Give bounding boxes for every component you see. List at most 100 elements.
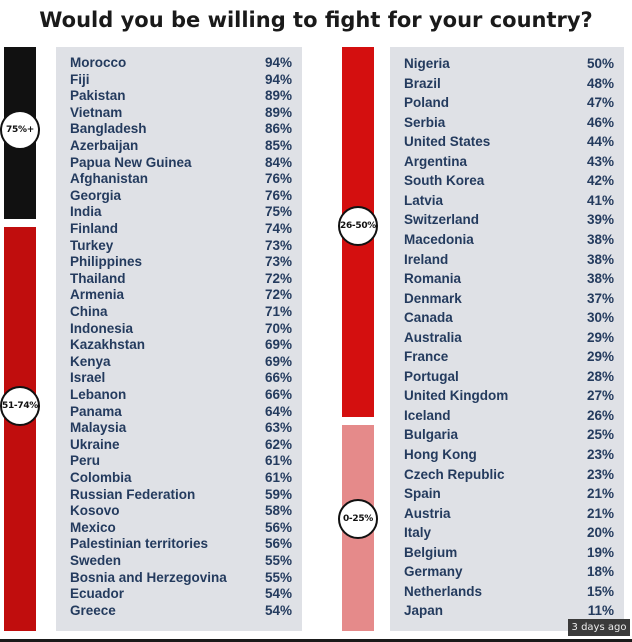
band-0-25-label: 0-25% (342, 514, 374, 524)
country-percent: 47% (586, 95, 614, 111)
country-percent: 38% (586, 271, 614, 287)
country-row: Kosovo 58% (70, 503, 292, 519)
country-name: Switzerland (404, 212, 480, 228)
country-row: United States 44% (404, 134, 614, 150)
country-name: Philippines (70, 254, 143, 270)
country-percent: 38% (586, 231, 614, 247)
country-row: Czech Republic 23% (404, 467, 614, 483)
country-row: Afghanistan 76% (70, 171, 292, 187)
band-26-50-label: 26-50% (340, 221, 377, 231)
country-row: Armenia 72% (70, 287, 292, 303)
left-country-panel: Morocco 94% Fiji 94% Pakistan 89% Vietnam 89% Ba… (56, 47, 302, 631)
country-row: Turkey 73% (70, 238, 292, 254)
country-percent: 20% (586, 525, 614, 541)
country-row: Belgium 19% (404, 545, 614, 561)
country-percent: 63% (264, 420, 292, 436)
country-name: Pakistan (70, 88, 126, 104)
country-row: Mexico 56% (70, 520, 292, 536)
country-name: Hong Kong (404, 447, 477, 462)
country-name: Armenia (70, 287, 125, 303)
country-name: Belgium (404, 544, 458, 560)
country-row: Morocco 94% (70, 55, 292, 71)
country-percent: 72% (264, 287, 292, 303)
country-name: Serbia (404, 114, 446, 130)
country-percent: 23% (586, 447, 614, 462)
country-percent: 72% (264, 270, 292, 286)
country-percent: 18% (586, 564, 614, 580)
country-percent: 66% (264, 370, 292, 386)
country-name: Japan (404, 603, 444, 619)
country-percent: 76% (264, 171, 292, 187)
chart-title: Would you be willing to fight for your c… (39, 8, 593, 32)
country-percent: 70% (264, 320, 292, 336)
country-name: Brazil (404, 75, 441, 91)
country-percent: 64% (264, 403, 292, 419)
country-row: Ecuador 54% (70, 586, 292, 602)
band-51-74-marker: 51-74% (0, 386, 40, 426)
country-name: China (70, 304, 108, 319)
country-percent: 86% (264, 121, 292, 137)
country-percent: 71% (264, 304, 292, 319)
country-percent: 29% (586, 349, 614, 365)
country-name: Czech Republic (404, 466, 505, 482)
country-row: China 71% (70, 304, 292, 320)
country-row: Netherlands 15% (404, 584, 614, 600)
country-percent: 50% (586, 56, 614, 71)
country-percent: 38% (586, 251, 614, 267)
country-name: Vietnam (70, 104, 123, 120)
country-name: Greece (70, 602, 116, 618)
country-name: Bosnia and Herzegovina (70, 569, 227, 585)
country-row: Bosnia and Herzegovina 55% (70, 570, 292, 586)
band-75-plus-label: 75%+ (6, 125, 34, 135)
band-0-25-marker: 0-25% (338, 499, 378, 539)
country-row: Vietnam 89% (70, 105, 292, 121)
band-51-74-label: 51-74% (2, 401, 39, 411)
country-name: Iceland (404, 407, 451, 423)
country-row: Indonesia 70% (70, 321, 292, 337)
country-percent: 28% (586, 368, 614, 384)
country-row: Kazakhstan 69% (70, 337, 292, 353)
country-name: United States (404, 134, 491, 150)
country-percent: 23% (586, 466, 614, 482)
country-name: Romania (404, 271, 462, 287)
country-row: Pakistan 89% (70, 88, 292, 104)
country-row: Nigeria 50% (404, 56, 614, 72)
country-name: Denmark (404, 290, 462, 306)
band-26-50-marker: 26-50% (338, 206, 378, 246)
country-row: Australia 29% (404, 330, 614, 346)
country-percent: 84% (264, 154, 292, 170)
country-row: United Kingdom 27% (404, 388, 614, 404)
country-name: Palestinian territories (70, 536, 209, 552)
country-row: Azerbaijan 85% (70, 138, 292, 154)
country-row: Bulgaria 25% (404, 427, 614, 443)
country-percent: 21% (586, 486, 614, 502)
country-name: Lebanon (70, 387, 127, 402)
country-name: Colombia (70, 470, 132, 485)
country-percent: 76% (264, 187, 292, 203)
country-percent: 59% (264, 486, 292, 502)
country-row: Peru 61% (70, 453, 292, 469)
country-row: Ireland 38% (404, 252, 614, 268)
country-row: Italy 20% (404, 525, 614, 541)
country-name: Bangladesh (70, 121, 147, 137)
country-percent: 56% (264, 519, 292, 535)
country-row: Romania 38% (404, 271, 614, 287)
country-percent: 61% (264, 470, 292, 485)
country-name: Indonesia (70, 320, 134, 336)
country-row: Colombia 61% (70, 470, 292, 486)
country-name: Kenya (70, 353, 111, 369)
country-name: India (70, 204, 102, 220)
country-name: Mexico (70, 519, 116, 535)
country-percent: 94% (264, 71, 292, 87)
country-name: Canada (404, 310, 453, 326)
country-row: Fiji 94% (70, 72, 292, 88)
country-row: France 29% (404, 349, 614, 365)
country-percent: 19% (586, 544, 614, 560)
country-name: Bulgaria (404, 427, 459, 443)
country-percent: 55% (264, 553, 292, 568)
country-row: Serbia 46% (404, 115, 614, 131)
country-name: Afghanistan (70, 171, 149, 187)
country-percent: 26% (586, 407, 614, 423)
country-percent: 37% (586, 290, 614, 306)
band-75-plus-marker: 75%+ (0, 110, 40, 150)
